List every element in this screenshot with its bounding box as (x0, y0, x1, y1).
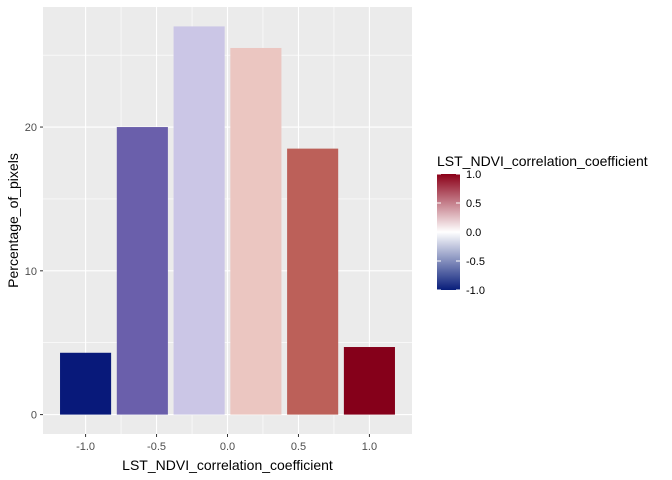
x-tick-label: -1.0 (76, 441, 95, 453)
legend-label: 1.0 (466, 169, 481, 181)
bar (287, 148, 339, 415)
legend-label: 0.0 (466, 227, 481, 239)
legend: LST_NDVI_correlation_coefficient 1.0 0.5 0… (437, 153, 648, 297)
legend-title: LST_NDVI_correlation_coefficient (437, 153, 648, 169)
legend-label: -0.5 (466, 256, 485, 268)
bar (60, 352, 112, 415)
legend-colorbar (437, 174, 460, 290)
bar (173, 26, 225, 415)
x-tick-label: 0.5 (291, 441, 306, 453)
y-axis-ticks: 0 10 20 (25, 122, 43, 422)
x-axis-ticks: -1.0 -0.5 0.0 0.5 1.0 (76, 434, 377, 453)
y-tick-label: 10 (25, 266, 37, 278)
y-tick-label: 0 (31, 410, 37, 422)
x-tick-label: 0.0 (220, 441, 235, 453)
y-axis-title: Percentage_of_pixels (5, 153, 21, 288)
legend-ticks: 1.0 0.5 0.0 -0.5 -1.0 (437, 169, 485, 297)
bar (116, 127, 168, 415)
x-axis-title: LST_NDVI_correlation_coefficient (122, 457, 333, 473)
bar (343, 347, 395, 415)
legend-label: 0.5 (466, 198, 481, 210)
x-tick-label: 1.0 (362, 441, 377, 453)
x-tick-label: -0.5 (147, 441, 166, 453)
bars (60, 26, 395, 415)
bar (230, 47, 282, 415)
legend-label: -1.0 (466, 285, 485, 297)
y-tick-label: 20 (25, 122, 37, 134)
